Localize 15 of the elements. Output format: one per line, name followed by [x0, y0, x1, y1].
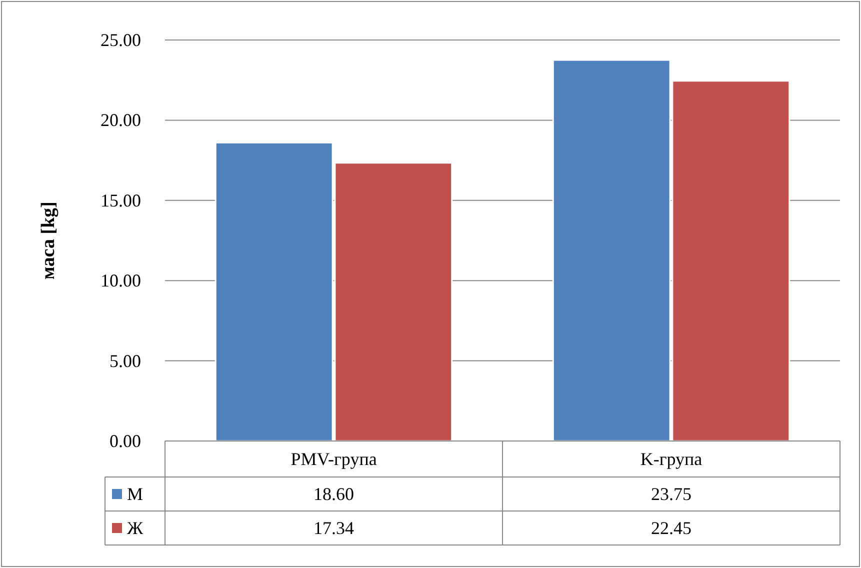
y-tick-label: 25.00 — [100, 30, 141, 50]
y-tick-label: 10.00 — [100, 270, 141, 291]
x-tick-label: PMV-група — [290, 449, 377, 469]
y-tick-label: 0.00 — [110, 431, 141, 451]
y-tick-label: 15.00 — [100, 190, 141, 210]
legend-label: М — [127, 484, 144, 504]
x-tick-label: K-група — [640, 449, 702, 469]
data-label: 23.75 — [651, 484, 692, 504]
data-label: 18.60 — [314, 484, 354, 504]
y-axis-title: маса [kg] — [38, 202, 59, 280]
y-tick-label: 20.00 — [100, 110, 141, 130]
y-tick-label: 5.00 — [110, 350, 141, 371]
data-label: 17.34 — [314, 518, 354, 538]
legend-label: Ж — [127, 518, 144, 538]
data-label: 22.45 — [651, 518, 692, 538]
